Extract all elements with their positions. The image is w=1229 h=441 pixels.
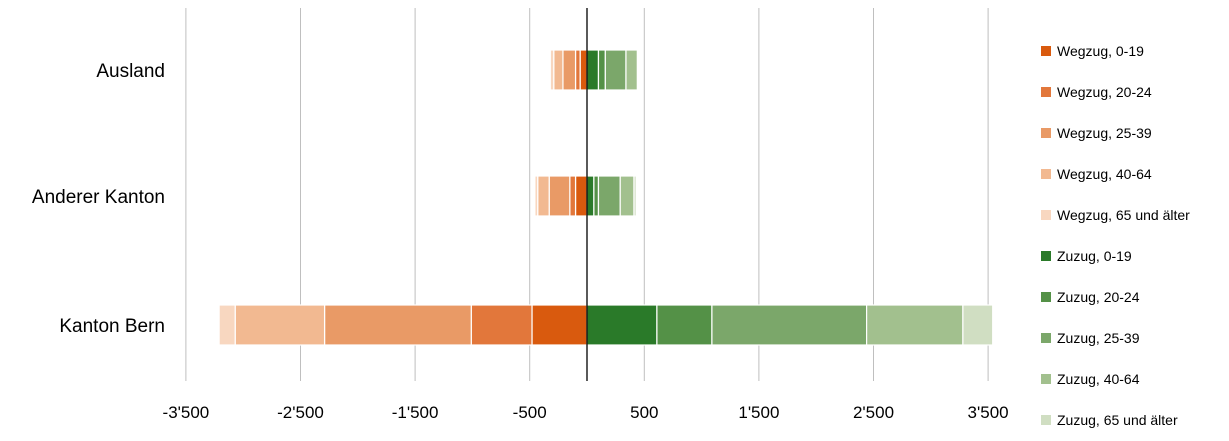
bar-segment bbox=[579, 49, 588, 91]
legend-swatch bbox=[1041, 168, 1051, 179]
legend-item: Wegzug, 40-64 bbox=[1041, 153, 1190, 194]
bar-segment bbox=[636, 49, 640, 91]
legend-label: Wegzug, 25-39 bbox=[1057, 124, 1152, 141]
legend-label: Zuzug, 0-19 bbox=[1057, 248, 1132, 265]
bar-segment bbox=[866, 304, 964, 346]
bar-segment bbox=[711, 304, 868, 346]
bar-segment bbox=[218, 304, 236, 346]
bar-segment bbox=[597, 49, 606, 91]
category-labels: Ausland Anderer Kanton Kanton Bern bbox=[32, 61, 165, 337]
category-label: Ausland bbox=[96, 61, 165, 82]
bar-segment bbox=[569, 175, 577, 217]
legend-item: Wegzug, 25-39 bbox=[1041, 112, 1190, 153]
bar-segment bbox=[586, 175, 595, 217]
x-tick-label: -2'500 bbox=[277, 403, 324, 422]
legend-swatch bbox=[1041, 251, 1051, 262]
x-tick-label: -1'500 bbox=[392, 403, 439, 422]
x-tick-label: -500 bbox=[513, 403, 547, 422]
legend-label: Zuzug, 65 und älter bbox=[1057, 412, 1178, 429]
legend-swatch bbox=[1041, 374, 1051, 385]
bar-segment bbox=[553, 49, 564, 91]
bar-segment bbox=[470, 304, 533, 346]
legend-label: Zuzug, 20-24 bbox=[1057, 289, 1140, 306]
legend-label: Zuzug, 25-39 bbox=[1057, 330, 1140, 347]
category-label: Anderer Kanton bbox=[32, 187, 165, 208]
legend-label: Wegzug, 20-24 bbox=[1057, 83, 1152, 100]
x-tick-label: 3'500 bbox=[968, 403, 1009, 422]
bar-segment bbox=[531, 304, 588, 346]
x-tick-label: 1'500 bbox=[738, 403, 779, 422]
category-label: Kanton Bern bbox=[59, 316, 165, 337]
legend-swatch bbox=[1041, 292, 1051, 303]
bar-segment bbox=[586, 49, 600, 91]
legend-item: Wegzug, 0-19 bbox=[1041, 30, 1190, 71]
x-tick-labels: -3'500 -2'500 -1'500 -500 500 1'500 2'500 3'500 bbox=[163, 403, 1009, 422]
bar-segment bbox=[593, 175, 600, 217]
bar-segment bbox=[625, 49, 639, 91]
bar-segment bbox=[537, 175, 550, 217]
bar-segment bbox=[574, 49, 581, 91]
legend-label: Zuzug, 40-64 bbox=[1057, 371, 1140, 388]
legend-label: Wegzug, 0-19 bbox=[1057, 42, 1144, 59]
legend-item: Zuzug, 0-19 bbox=[1041, 235, 1190, 276]
bar-segment bbox=[962, 304, 994, 346]
legend-swatch bbox=[1041, 333, 1051, 344]
legend-label: Wegzug, 65 und älter bbox=[1057, 206, 1190, 223]
legend-item: Wegzug, 65 und älter bbox=[1041, 194, 1190, 235]
legend: Wegzug, 0-19 Wegzug, 20-24 Wegzug, 25-39 We… bbox=[1041, 30, 1190, 441]
bar-segment bbox=[562, 49, 577, 91]
bar-segment bbox=[604, 49, 627, 91]
legend-swatch bbox=[1041, 415, 1051, 426]
bar-segment bbox=[323, 304, 472, 346]
gridlines bbox=[185, 8, 989, 381]
legend-label: Wegzug, 40-64 bbox=[1057, 165, 1152, 182]
bar-segment bbox=[633, 175, 637, 217]
legend-swatch bbox=[1041, 209, 1051, 220]
legend-item: Zuzug, 20-24 bbox=[1041, 277, 1190, 318]
bar-segment bbox=[534, 175, 539, 217]
bar-segment bbox=[656, 304, 713, 346]
bar-segment bbox=[619, 175, 635, 217]
bar-segment bbox=[549, 49, 555, 91]
legend-swatch bbox=[1041, 127, 1051, 138]
legend-item: Zuzug, 65 und älter bbox=[1041, 400, 1190, 441]
bar-segment bbox=[586, 304, 658, 346]
legend-swatch bbox=[1041, 45, 1051, 56]
bar-segment bbox=[597, 175, 621, 217]
legend-item: Zuzug, 25-39 bbox=[1041, 318, 1190, 359]
legend-swatch bbox=[1041, 86, 1051, 97]
x-tick-label: 2'500 bbox=[853, 403, 894, 422]
bar-segment bbox=[234, 304, 326, 346]
legend-item: Zuzug, 40-64 bbox=[1041, 359, 1190, 400]
x-tick-label: -3'500 bbox=[163, 403, 210, 422]
bar-segment bbox=[574, 175, 588, 217]
bars bbox=[218, 49, 994, 346]
legend-item: Wegzug, 20-24 bbox=[1041, 71, 1190, 112]
bar-segment bbox=[548, 175, 571, 217]
x-tick-label: 500 bbox=[630, 403, 658, 422]
